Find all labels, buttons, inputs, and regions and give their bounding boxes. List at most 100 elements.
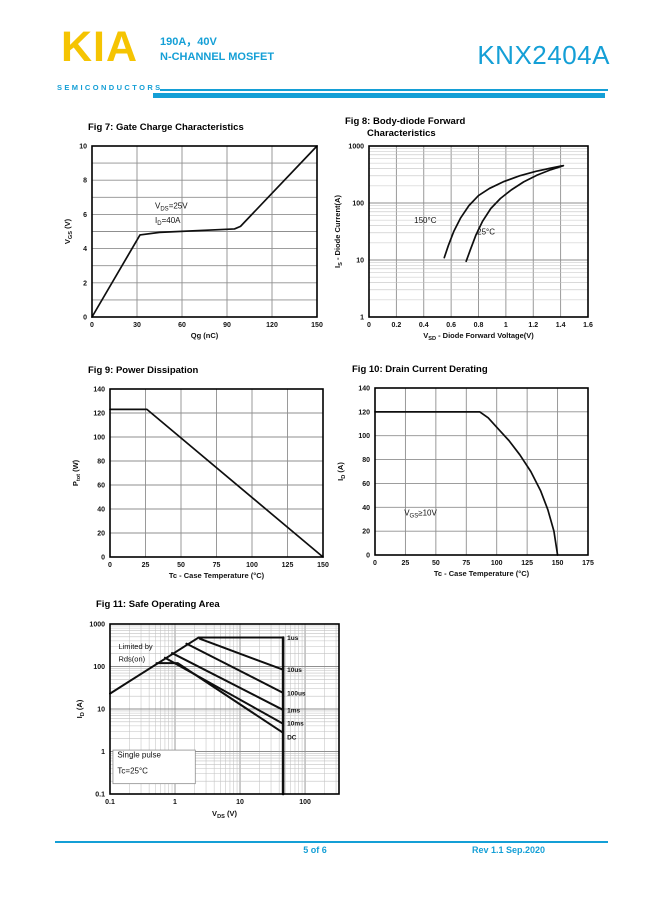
svg-text:0: 0 [366,553,370,560]
fig7-title: Fig 7: Gate Charge Characteristics [88,122,244,133]
chart-canvas-fig9: 0 25 50 75 100 125 150 0 20 40 60 80 100 120 140 Tc - C… [71,365,329,580]
fig11-series-rds-on-limit [109,636,200,695]
svg-text:30: 30 [133,322,141,329]
fig8-x-tick-labels: 0 0.2 0.4 0.6 0.8 1 1.2 1.4 1.6 [367,322,593,329]
kia-logo-subtext: SEMICONDUCTORS [57,83,163,92]
fig9-plot-border [109,388,324,558]
svg-text:150: 150 [317,562,329,569]
fig10-grid [375,388,588,555]
fig7-y-axis-label: VGS (V) [63,218,74,244]
svg-text:125: 125 [521,560,533,567]
svg-text:8: 8 [83,178,87,185]
svg-text:100: 100 [299,799,311,806]
svg-text:1: 1 [504,322,508,329]
fig11-series-10ms [163,656,285,725]
fig11-x-tick-labels: 0.1 1 10 100 [105,799,311,806]
fig11-y-axis-label: ID (A) [75,699,86,718]
svg-text:100: 100 [93,435,105,442]
fig10-annotation-0: VGS≥10V [404,509,437,520]
svg-text:75: 75 [462,560,470,567]
chart-canvas-fig7: 0 30 60 90 120 150 0 2 4 6 8 10 Qg (nC) VGS (V) VDS=25… [63,122,323,340]
svg-text:100: 100 [352,201,364,208]
svg-text:120: 120 [358,409,370,416]
fig11-series-10us [198,637,285,671]
svg-text:25: 25 [402,560,410,567]
fig7-plot-border [91,145,318,318]
part-number: KNX2404A [477,40,610,70]
fig8-y-axis-label: IS - Diode Current(A) [333,195,344,268]
svg-text:60: 60 [362,481,370,488]
fig7-y-tick-labels: 0 2 4 6 8 10 [79,144,87,322]
fig8-series-150C [443,164,563,259]
fig11-series-1ms [171,652,285,711]
fig9-x-axis-label: Tc - Case Temperature (°C) [169,571,265,580]
fig8-y-tick-labels: 1 10 100 1000 [348,144,364,322]
svg-text:0: 0 [367,322,371,329]
svg-text:0.2: 0.2 [392,322,402,329]
fig11-annotation-6: 10ms [287,720,304,727]
svg-text:2: 2 [83,280,87,287]
svg-text:90: 90 [223,322,231,329]
svg-text:1: 1 [101,749,105,756]
svg-text:10: 10 [97,707,105,714]
fig9-grid [110,389,323,557]
fig8-x-axis-label: VSD - Diode Forward Voltage(V) [423,331,534,342]
svg-text:1.4: 1.4 [556,322,566,329]
fig11-y-tick-labels: 0.1 1 10 100 1000 [89,622,105,799]
chart-canvas-fig8: 0 0.2 0.4 0.6 0.8 1 1.2 1.4 1.6 1 10 100 1000 VSD - D… [333,116,593,342]
fig8-grid [369,146,588,317]
svg-text:1000: 1000 [348,144,364,151]
kia-logo: KIA [61,23,139,71]
svg-text:150: 150 [311,322,323,329]
fig7-x-axis-label: Qg (nC) [191,331,219,340]
svg-text:Fig 7: Gate Charge Characteris: Fig 7: Gate Charge Characteristics [88,122,244,133]
svg-text:6: 6 [83,212,87,219]
svg-text:120: 120 [266,322,278,329]
svg-text:1: 1 [360,315,364,322]
fig11-series-100us [185,642,285,694]
fig7-annotation-0: VDS=25V [155,201,188,212]
fig9-title: Fig 9: Power Dissipation [88,365,199,376]
page-number: 5 of 6 [303,845,327,855]
svg-text:Fig 8: Body-diode Forward: Fig 8: Body-diode Forward [345,116,466,127]
fig8-annotation-1: 25°C [477,228,495,237]
chart-canvas-fig10: 0 25 50 75 100 125 150 175 0 20 40 60 80 100 120 140 Tc … [336,364,594,578]
fig10-y-axis-label: ID (A) [336,462,347,481]
svg-text:100: 100 [93,664,105,671]
svg-text:140: 140 [93,387,105,394]
fig11-series-dc [155,662,285,734]
svg-text:80: 80 [97,459,105,466]
revision-text: Rev 1.1 Sep.2020 [472,845,546,855]
svg-text:0: 0 [83,315,87,322]
svg-text:40: 40 [362,505,370,512]
svg-text:Fig 10: Drain Current Derating: Fig 10: Drain Current Derating [352,364,488,375]
fig8-series-25C [465,164,565,263]
fig11-annotation-9: Tc=25°C [117,767,148,776]
chart-fig10-drain-current-derating: 0 25 50 75 100 125 150 175 0 20 40 60 80 100 120 140 Tc … [336,364,594,578]
fig9-series-ptot-derating [109,408,324,558]
fig7-series-vgs-vs-qg [91,145,318,318]
header-rule-thick [153,93,605,98]
chart-fig11-safe-operating-area: 0.1 1 10 100 0.1 1 10 100 1000 VDS (V) ID (A) Limit… [75,599,340,820]
fig11-annotation-2: 1us [287,635,299,642]
fig11-x-axis-label: VDS (V) [212,809,237,820]
svg-text:125: 125 [282,562,294,569]
device-type: N-CHANNEL MOSFET [160,51,275,63]
fig10-series-id-derating [374,411,559,556]
svg-text:175: 175 [582,560,594,567]
fig7-x-tick-labels: 0 30 60 90 120 150 [90,322,323,329]
chart-fig7-gate-charge: 0 30 60 90 120 150 0 2 4 6 8 10 Qg (nC) VGS (V) VDS=25… [63,122,323,340]
fig9-y-tick-labels: 0 20 40 60 80 100 120 140 [93,387,105,562]
svg-text:Fig 9: Power Dissipation: Fig 9: Power Dissipation [88,365,199,376]
fig11-annotation-5: 1ms [287,708,300,715]
svg-text:0: 0 [373,560,377,567]
svg-text:140: 140 [358,386,370,393]
fig10-y-tick-labels: 0 20 40 60 80 100 120 140 [358,386,370,560]
fig11-annotation-4: 100us [287,690,306,697]
fig11-annotation-8: Single pulse [117,751,161,760]
svg-text:Characteristics: Characteristics [367,128,436,139]
fig9-y-axis-label: Ptot (W) [71,459,82,486]
fig11-title: Fig 11: Safe Operating Area [96,599,220,610]
fig11-annotation-3: 10us [287,667,302,674]
